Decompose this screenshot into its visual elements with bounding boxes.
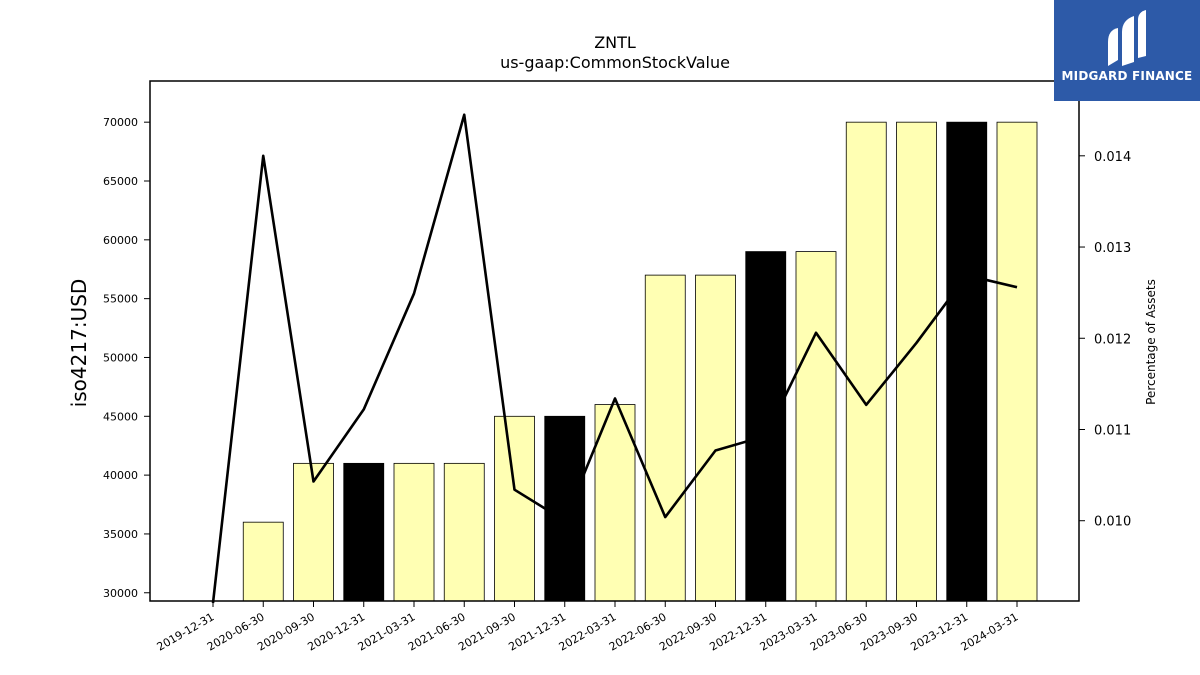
brand-name: MIDGARD FINANCE (1061, 69, 1193, 83)
bar-2022-09-30 (695, 274, 736, 602)
bar-2023-12-31 (946, 121, 988, 602)
bar-2021-03-31 (393, 462, 435, 602)
bar-2023-03-31 (795, 251, 837, 602)
y-tick-label: 60000 (103, 234, 138, 247)
bar-2022-06-30 (644, 274, 686, 602)
bar-2020-09-30 (293, 462, 334, 602)
bar-2022-03-31 (594, 404, 636, 602)
bar-2020-06-30 (242, 521, 284, 602)
y-tick-label: 70000 (103, 116, 138, 129)
y2-axis-label: Percentage of Assets (1144, 279, 1158, 405)
y2-tick-label: 0.011 (1094, 423, 1131, 438)
y-tick-label: 35000 (103, 528, 138, 541)
y-tick-label: 40000 (103, 469, 138, 482)
y2-tick-label: 0.014 (1094, 150, 1131, 165)
bar-2021-12-31 (544, 415, 586, 602)
plot-frame (149, 80, 1080, 602)
y2-tick-label: 0.012 (1094, 332, 1131, 347)
bar-2023-09-30 (896, 121, 937, 602)
chart-title: ZNTL (594, 33, 636, 52)
brand-logo: MIDGARD FINANCE (1054, 0, 1200, 101)
y-tick-label: 45000 (103, 410, 138, 423)
bar-2024-03-31 (996, 121, 1038, 602)
brand-mark-icon (1108, 10, 1146, 66)
x-tick-label: 2024-03-31 (959, 610, 1021, 653)
y-tick-label: 55000 (103, 293, 138, 306)
y2-tick-label: 0.010 (1094, 515, 1131, 530)
bar-2022-12-31 (745, 251, 787, 602)
y-tick-label: 50000 (103, 351, 138, 364)
y-axis-label: iso4217:USD (67, 279, 91, 408)
bar-2023-06-30 (845, 121, 887, 602)
bar-2021-06-30 (443, 462, 485, 602)
chart-subtitle: us-gaap:CommonStockValue (500, 53, 730, 72)
y2-tick-label: 0.013 (1094, 241, 1131, 256)
percentage-of-assets-line (211, 113, 1018, 604)
bar-2020-12-31 (343, 462, 385, 602)
y-tick-label: 30000 (103, 587, 138, 600)
y-tick-label: 65000 (103, 175, 138, 188)
bar-2021-09-30 (494, 415, 535, 602)
